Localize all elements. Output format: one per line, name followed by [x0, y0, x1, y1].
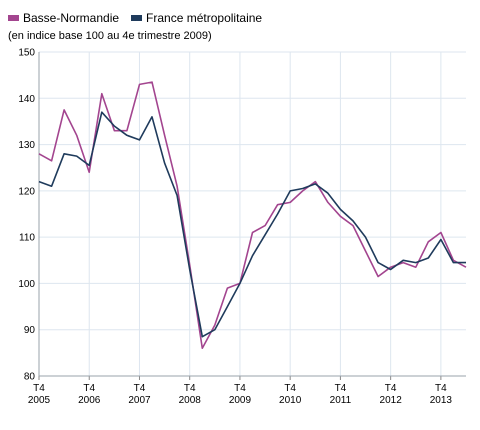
x-tick-label-year: 2012	[380, 395, 403, 406]
x-tick-label-quarter: T4	[134, 383, 146, 394]
series-lines	[38, 81, 467, 350]
legend: Basse-Normandie France métropolitaine	[8, 10, 274, 26]
x-tick-label-quarter: T4	[385, 383, 397, 394]
y-tick-label: 150	[18, 48, 35, 59]
x-axis-ticks: T42005T42006T42007T42008T42009T42010T420…	[28, 383, 453, 406]
legend-swatch-basse-normandie	[8, 15, 19, 21]
x-tick-label-quarter: T4	[83, 383, 95, 394]
y-tick-label: 130	[18, 140, 35, 151]
y-tick-label: 100	[18, 279, 35, 290]
y-tick-label: 80	[24, 372, 36, 383]
chart-subtitle: (en indice base 100 au 4e trimestre 2009…	[8, 30, 212, 42]
y-tick-label: 140	[18, 94, 35, 105]
series-line-france-metropolitaine	[38, 111, 466, 338]
x-tick-label-year: 2013	[430, 395, 453, 406]
y-tick-label: 90	[24, 325, 36, 336]
y-tick-label: 110	[19, 233, 35, 244]
x-tick-label-year: 2005	[28, 395, 51, 406]
series-line-basse-normandie	[38, 81, 467, 350]
legend-item-france-metropolitaine: France métropolitaine	[131, 11, 262, 25]
legend-label-basse-normandie: Basse-Normandie	[23, 11, 120, 25]
x-tick-label-quarter: T4	[335, 383, 347, 394]
x-tick-label-quarter: T4	[33, 383, 45, 394]
x-tick-label-quarter: T4	[184, 383, 196, 394]
legend-swatch-france-metropolitaine	[131, 15, 143, 21]
grid	[39, 51, 466, 377]
axes	[38, 52, 466, 380]
x-tick-label-year: 2009	[229, 395, 252, 406]
x-tick-label-year: 2011	[330, 395, 352, 406]
x-tick-label-year: 2007	[128, 395, 151, 406]
x-tick-label-quarter: T4	[284, 383, 296, 394]
legend-label-france-metropolitaine: France métropolitaine	[146, 11, 263, 25]
x-tick-label-year: 2008	[179, 395, 202, 406]
y-axis-ticks: 80 90 100 110 120 130 140 150	[18, 48, 35, 383]
x-tick-label-year: 2006	[78, 395, 101, 406]
y-tick-label: 120	[18, 186, 35, 197]
legend-item-basse-normandie: Basse-Normandie	[8, 11, 119, 25]
x-tick-label-year: 2010	[279, 395, 302, 406]
x-tick-label-quarter: T4	[435, 383, 447, 394]
x-tick-label-quarter: T4	[234, 383, 246, 394]
